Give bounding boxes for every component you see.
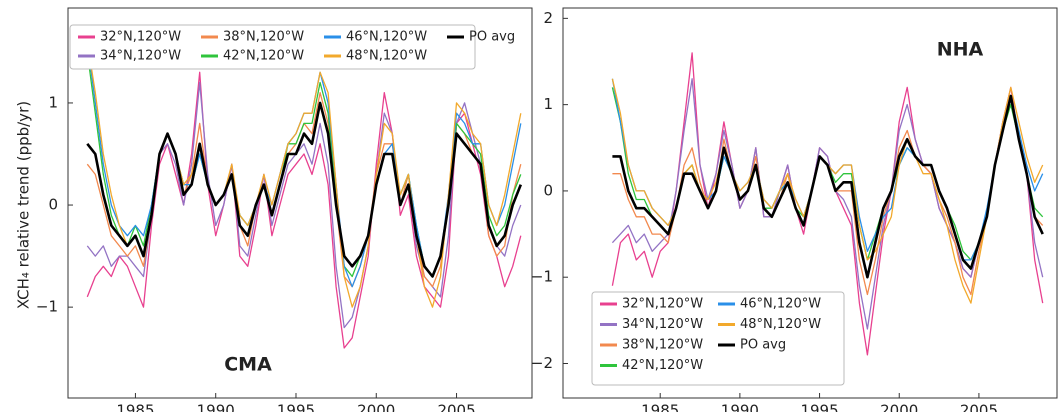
- legend-label: PO avg: [469, 30, 515, 45]
- legend-label: 42°N,120°W: [622, 358, 703, 373]
- legend-label: 34°N,120°W: [100, 49, 181, 64]
- panel-label: NHA: [937, 39, 984, 61]
- x-tick-label: 1985: [116, 402, 154, 413]
- y-tick-label: 1: [543, 95, 553, 113]
- y-tick-label: 2: [543, 9, 553, 27]
- y-tick-label: −2: [531, 354, 553, 372]
- legend-box: [69, 24, 476, 70]
- x-tick-label: 2000: [880, 402, 918, 413]
- legend: 32°N,120°W 34°N,120°W 38°N,120°W 42°N,120°W…: [591, 291, 845, 386]
- legend: 32°N,120°W 34°N,120°W 38°N,120°W 42°N,120°W…: [69, 24, 515, 70]
- legend-box: [591, 291, 845, 386]
- x-tick-label: 1995: [277, 402, 315, 413]
- x-tick-label: 2005: [960, 402, 998, 413]
- plot-area: [67, 7, 533, 399]
- x-tick-label: 1995: [800, 402, 838, 413]
- y-tick-label: 0: [543, 181, 553, 199]
- legend-label: 42°N,120°W: [223, 49, 304, 64]
- legend-label: 46°N,120°W: [346, 30, 427, 45]
- series-group: [86, 41, 523, 349]
- series-line: [86, 101, 523, 278]
- legend-label: 46°N,120°W: [740, 297, 821, 312]
- panel: −1 0 1 1985 1990 1995 2000 2005 CMA 32°N,120°W 34°…: [36, 7, 533, 416]
- y-tick-label: −1: [36, 298, 58, 316]
- x-tick-label: 1990: [197, 402, 235, 413]
- legend-label: 38°N,120°W: [622, 338, 703, 353]
- y-tick-label: 1: [48, 93, 58, 111]
- series-line: [611, 78, 1044, 330]
- y-tick-label: −1: [531, 268, 553, 286]
- series-line: [86, 71, 522, 349]
- x-tick-label: 1990: [721, 402, 759, 413]
- x-tick-label: 2000: [357, 402, 395, 413]
- series-line: [612, 94, 1044, 279]
- y-axis-label: XCH₄ relative trend (ppb/yr): [15, 101, 33, 309]
- x-tick-label: 2005: [437, 402, 475, 413]
- legend-label: 34°N,120°W: [622, 317, 703, 332]
- legend-label: 32°N,120°W: [100, 30, 181, 45]
- legend-label: 48°N,120°W: [740, 317, 821, 332]
- x-tick-label: 1985: [641, 402, 679, 413]
- panel: −2 −1 0 1 2 1985 1990 1995 2000 2005 NHA 32°N,120°W…: [531, 7, 1058, 416]
- series-group: [611, 52, 1044, 356]
- panel-label: CMA: [224, 354, 272, 376]
- legend-label: 38°N,120°W: [223, 30, 304, 45]
- legend-label: 48°N,120°W: [346, 49, 427, 64]
- y-tick-label: 0: [48, 196, 58, 214]
- legend-label: PO avg: [740, 338, 786, 353]
- legend-label: 32°N,120°W: [622, 297, 703, 312]
